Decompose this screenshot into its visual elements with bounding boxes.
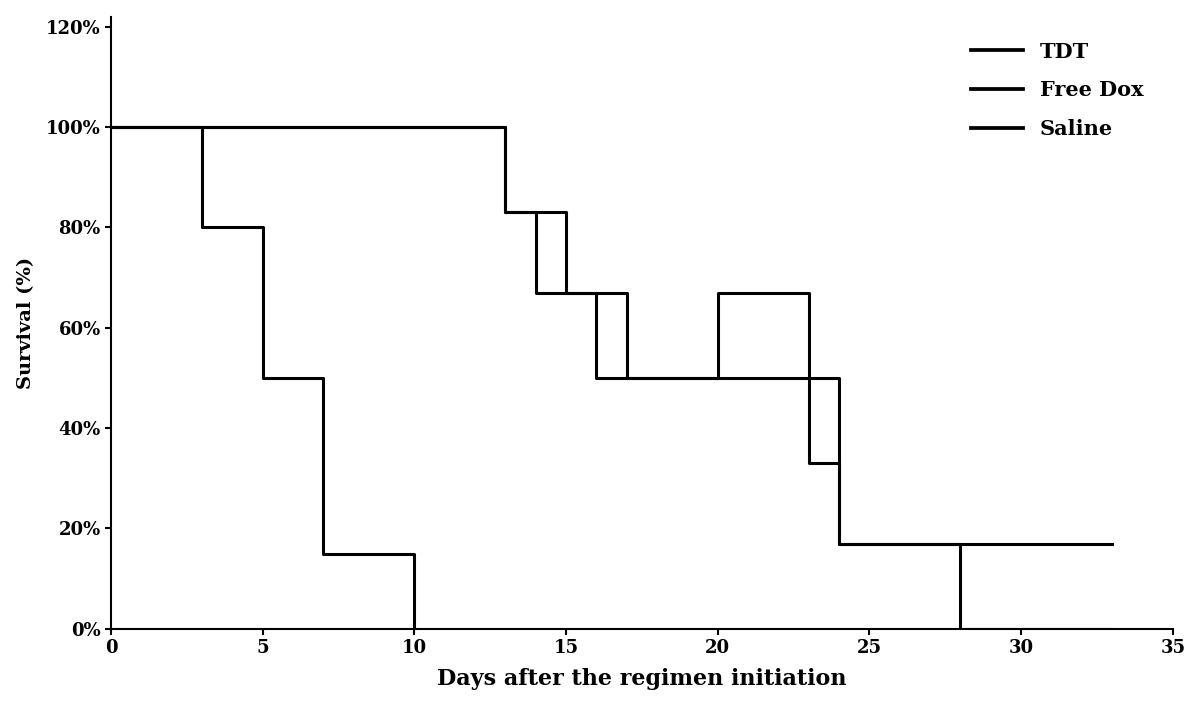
Y-axis label: Survival (%): Survival (%): [17, 257, 35, 389]
X-axis label: Days after the regimen initiation: Days after the regimen initiation: [438, 668, 846, 690]
Legend: TDT, Free Dox, Saline: TDT, Free Dox, Saline: [963, 33, 1152, 147]
